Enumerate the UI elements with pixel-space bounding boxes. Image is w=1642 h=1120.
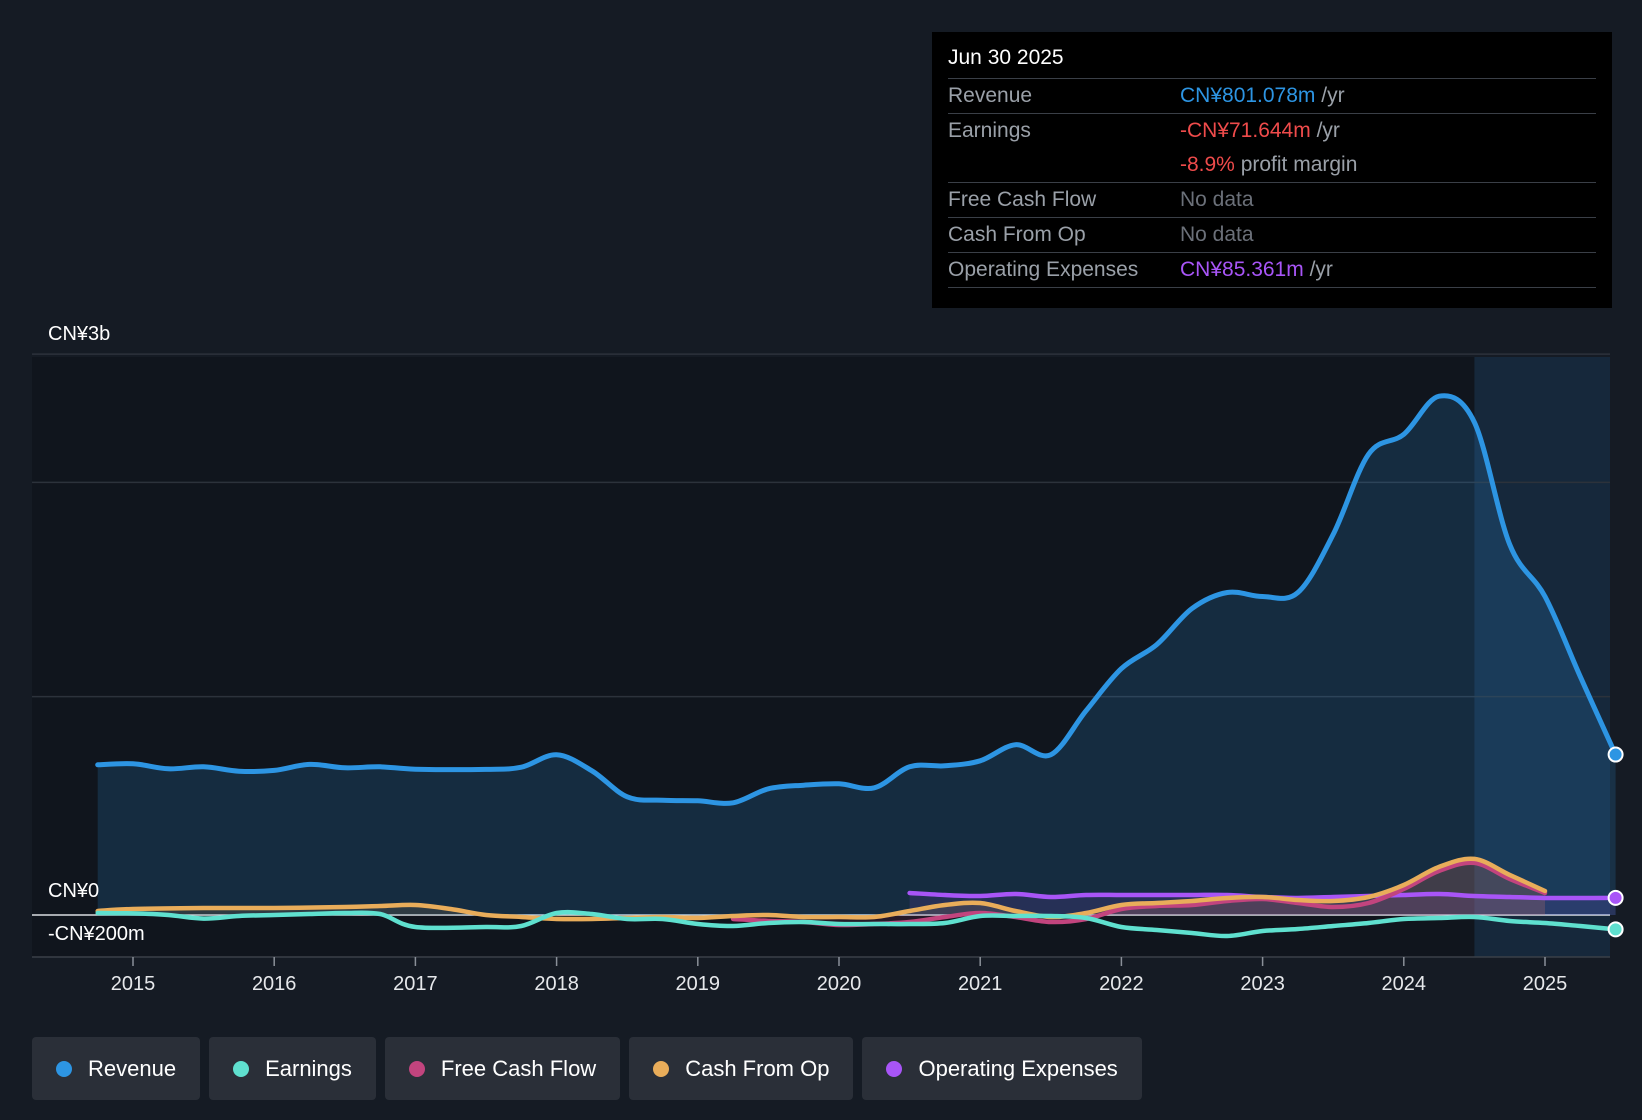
legend-label: Revenue bbox=[88, 1055, 177, 1081]
tooltip-opex-value: CN¥85.361m bbox=[1180, 258, 1304, 281]
legend-dot-icon bbox=[408, 1060, 425, 1077]
tooltip-row-opex: Operating Expenses CN¥85.361m /yr bbox=[948, 252, 1596, 287]
legend-dot-icon bbox=[233, 1060, 250, 1077]
tooltip-earnings-value: -CN¥71.644m bbox=[1180, 119, 1311, 142]
y-label-zero: CN¥0 bbox=[48, 880, 99, 902]
tooltip-row-revenue: Revenue CN¥801.078m /yr bbox=[948, 78, 1596, 113]
tooltip-earnings-label: Earnings bbox=[948, 119, 1031, 142]
series-lines bbox=[95, 393, 1619, 939]
x-tick-label: 2016 bbox=[252, 973, 297, 995]
legend-item-operating-expenses[interactable]: Operating Expenses bbox=[862, 1037, 1142, 1100]
x-tick-label: 2019 bbox=[676, 973, 721, 995]
x-tick-label: 2021 bbox=[958, 973, 1003, 995]
tooltip-revenue-label: Revenue bbox=[948, 84, 1033, 107]
tooltip-margin-unit: profit margin bbox=[1234, 153, 1358, 176]
tooltip-panel: Jun 30 2025 Revenue CN¥801.078m /yr Earn… bbox=[932, 32, 1612, 308]
legend-item-cash-from-op[interactable]: Cash From Op bbox=[629, 1037, 854, 1100]
y-label-bottom: -CN¥200m bbox=[48, 923, 145, 945]
operating-expenses-endpoint bbox=[1607, 889, 1624, 906]
tooltip-opex-label: Operating Expenses bbox=[948, 258, 1139, 281]
tooltip-opex-unit: /yr bbox=[1303, 258, 1333, 281]
tooltip-date: Jun 30 2025 bbox=[948, 46, 1064, 69]
y-label-top: CN¥3b bbox=[48, 323, 110, 345]
legend-dot-icon bbox=[653, 1060, 670, 1077]
revenue-line bbox=[95, 393, 1619, 806]
tooltip-row-fcf: Free Cash Flow No data bbox=[948, 182, 1596, 217]
revenue-endpoint bbox=[1607, 746, 1624, 763]
tooltip-cfo-label: Cash From Op bbox=[948, 223, 1086, 246]
tooltip-fcf-value: No data bbox=[1180, 188, 1254, 211]
legend-item-earnings[interactable]: Earnings bbox=[209, 1037, 376, 1100]
legend-label: Free Cash Flow bbox=[440, 1055, 597, 1081]
x-tick-label: 2015 bbox=[111, 973, 156, 995]
series-endpoints bbox=[1607, 746, 1624, 938]
x-tick-label: 2024 bbox=[1382, 973, 1427, 995]
legend-label: Operating Expenses bbox=[918, 1055, 1118, 1081]
earnings-endpoint bbox=[1607, 921, 1624, 938]
legend-item-revenue[interactable]: Revenue bbox=[32, 1037, 201, 1100]
legend-dot-icon bbox=[56, 1060, 72, 1077]
x-tick-label: 2017 bbox=[393, 973, 438, 995]
x-axis-ticks: 2015 2016 2017 2018 2019 2020 2021 2022 2023 2024… bbox=[111, 957, 1568, 995]
tooltip-row-cfo: Cash From Op No data bbox=[948, 217, 1596, 252]
plot-background bbox=[32, 357, 1610, 957]
earnings-line bbox=[95, 909, 1618, 939]
x-tick-label: 2022 bbox=[1099, 973, 1144, 995]
tooltip-revenue-value: CN¥801.078m bbox=[1180, 84, 1316, 107]
x-tick-label: 2025 bbox=[1523, 973, 1568, 995]
tooltip-revenue-unit: /yr bbox=[1315, 84, 1345, 107]
x-tick-label: 2023 bbox=[1240, 973, 1285, 995]
tooltip-earnings-unit: /yr bbox=[1310, 119, 1340, 142]
tooltip-cfo-value: No data bbox=[1180, 223, 1254, 246]
legend-label: Earnings bbox=[265, 1055, 352, 1081]
forecast-highlight-band bbox=[1474, 357, 1610, 957]
operating-expenses-area bbox=[909, 893, 1616, 915]
legend-dot-icon bbox=[886, 1060, 903, 1077]
tooltip-row-earnings: Earnings -CN¥71.644m /yr -8.9% profit ma… bbox=[948, 113, 1596, 182]
x-tick-label: 2018 bbox=[534, 973, 579, 995]
legend-item-free-cash-flow[interactable]: Free Cash Flow bbox=[384, 1037, 621, 1100]
tooltip-fcf-label: Free Cash Flow bbox=[948, 188, 1097, 211]
tooltip-margin-value: -8.9% bbox=[1180, 153, 1235, 176]
x-tick-label: 2020 bbox=[817, 973, 862, 995]
revenue-area bbox=[97, 395, 1616, 915]
cash-from-op-line bbox=[95, 856, 1548, 922]
legend: Revenue Earnings Free Cash Flow Cash Fro… bbox=[32, 1037, 1142, 1100]
legend-label: Cash From Op bbox=[685, 1055, 830, 1081]
free-cash-flow-area bbox=[733, 862, 1545, 926]
